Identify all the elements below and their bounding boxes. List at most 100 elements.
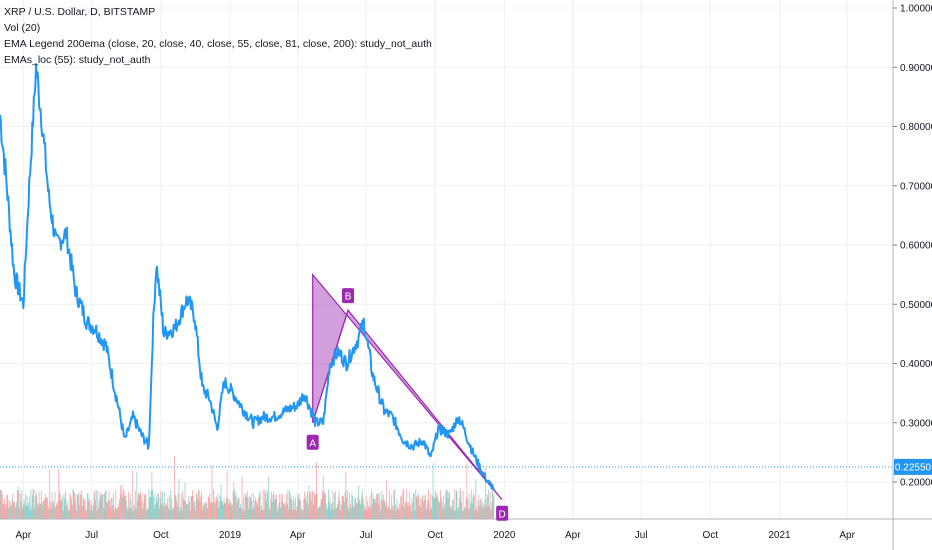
volume-bar: [349, 503, 351, 519]
volume-bar: [258, 497, 260, 519]
volume-bar: [433, 496, 435, 519]
pattern-label-box: [342, 288, 355, 304]
volume-bar: [47, 505, 49, 519]
volume-bar: [143, 494, 145, 519]
volume-bar: [202, 502, 204, 519]
volume-bar: [385, 480, 387, 519]
volume-bar: [448, 492, 450, 519]
volume-bar: [259, 490, 261, 519]
volume-bar: [313, 491, 315, 519]
volume-bar: [246, 490, 248, 519]
volume-bar: [329, 497, 331, 519]
volume-bar: [152, 489, 154, 519]
volume-bar: [302, 510, 304, 519]
volume-bar: [137, 493, 139, 519]
volume-bar: [80, 489, 82, 519]
volume-bar: [254, 500, 256, 519]
volume-bar: [356, 503, 358, 519]
volume-bar: [418, 495, 420, 519]
volume-bar: [240, 508, 242, 519]
volume-bar: [26, 496, 28, 519]
volume-bar: [410, 504, 411, 519]
volume-bar: [261, 509, 263, 519]
volume-bar: [189, 510, 191, 519]
volume-bar: [77, 494, 78, 519]
volume-bar: [461, 502, 463, 519]
volume-bar: [246, 497, 248, 519]
volume-bar: [425, 494, 426, 519]
volume-bar: [326, 509, 328, 519]
volume-bar: [376, 492, 378, 519]
volume-bar: [232, 491, 234, 519]
volume-bar: [456, 491, 458, 519]
current-price-line: 0.22550: [0, 458, 932, 475]
volume-bar: [384, 499, 386, 519]
volume-bar: [381, 490, 383, 519]
volume-bar: [227, 498, 229, 519]
volume-bar: [364, 509, 366, 519]
volume-bar: [179, 510, 181, 519]
volume-bar: [113, 510, 115, 519]
volume-bar: [281, 500, 283, 519]
volume-bar: [404, 508, 405, 519]
volume-bar: [452, 499, 454, 519]
volume-bar: [146, 510, 148, 519]
volume-bar: [388, 490, 390, 519]
time-axis-labels: Apr Jul Oct 2019 Apr Jul Oct 2020 Apr Jul Oct 2021 A…: [16, 530, 856, 541]
volume-bar: [485, 506, 487, 519]
volume-bar: [266, 489, 268, 519]
volume-bar: [17, 490, 19, 519]
volume-bar: [457, 509, 459, 519]
volume-bar: [290, 497, 292, 519]
volume-bar: [299, 500, 301, 519]
volume-bar: [394, 504, 396, 519]
x-tick-label: 2019: [219, 530, 242, 541]
volume-bar: [156, 501, 158, 519]
volume-bar: [483, 504, 485, 519]
volume-bar: [389, 509, 391, 519]
volume-bar: [29, 510, 31, 519]
volume-bar: [151, 473, 153, 519]
volume-bar: [391, 494, 393, 519]
volume-bar: [313, 504, 314, 519]
volume-bar: [89, 509, 91, 519]
volume-bar: [210, 501, 212, 519]
volume-bar: [34, 508, 36, 519]
volume-bar: [301, 509, 303, 519]
volume-bar: [42, 505, 44, 519]
volume-bar: [279, 493, 281, 519]
volume-bar: [159, 498, 161, 519]
volume-bar: [399, 509, 401, 519]
volume-bar: [161, 504, 163, 519]
volume-bar: [109, 500, 111, 519]
pattern-label-d: D: [499, 509, 506, 520]
volume-bar: [333, 508, 335, 519]
volume-bar: [317, 508, 319, 519]
volume-bar: [351, 493, 353, 519]
volume-bar: [267, 476, 269, 519]
pattern-label-box: [496, 505, 509, 521]
volume-bar: [122, 496, 124, 519]
volume-bar: [10, 506, 12, 519]
volume-bar: [307, 505, 309, 519]
volume-bar: [219, 501, 220, 519]
volume-bar: [194, 501, 196, 519]
volume-bar: [91, 504, 93, 519]
volume-bar: [354, 498, 356, 519]
volume-bar: [419, 497, 421, 519]
volume-bar: [386, 505, 388, 519]
pattern-triangle: [312, 272, 503, 501]
volume-bar: [310, 491, 311, 519]
volume-bar: [1, 494, 3, 519]
volume-bar: [252, 493, 254, 519]
volume-bar: [168, 495, 170, 519]
volume-bar: [134, 490, 136, 519]
volume-bar: [411, 497, 413, 519]
volume-bar: [150, 490, 152, 519]
volume-bar: [41, 501, 43, 519]
volume-bar: [49, 469, 51, 519]
volume-bar: [30, 489, 32, 519]
volume-bar: [68, 509, 70, 519]
volume-bar: [273, 499, 275, 519]
